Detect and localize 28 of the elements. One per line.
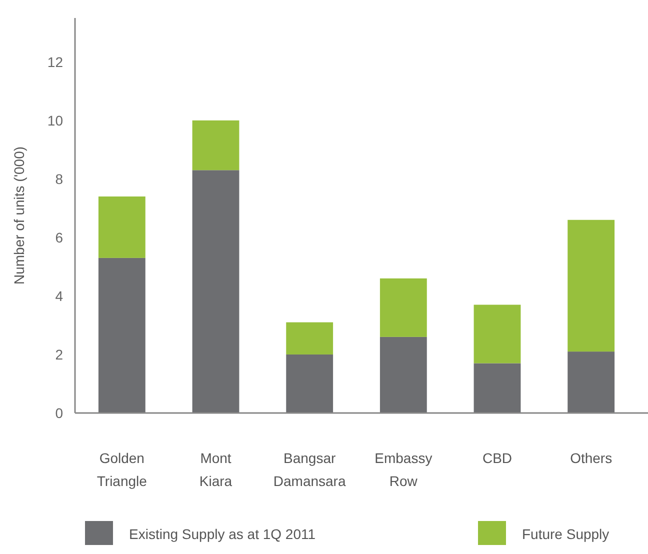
x-tick-label: Others <box>570 450 612 466</box>
x-tick-label: Bangsar Damansara <box>273 450 346 489</box>
y-tick-label: 8 <box>55 170 64 187</box>
bar <box>98 196 146 258</box>
bar <box>286 322 334 354</box>
bar <box>474 363 521 413</box>
x-tick-label: Mont Kiara <box>199 450 232 489</box>
y-tick-label: 0 <box>55 405 64 421</box>
x-tick-label: Golden Triangle <box>96 450 148 489</box>
y-tick-label: 6 <box>55 229 64 246</box>
y-axis-title: Number of units ('000) <box>11 146 27 285</box>
bar <box>192 170 240 413</box>
x-tick-label: CBD <box>482 450 512 466</box>
bar <box>474 304 521 364</box>
legend-label: Existing Supply as at 1Q 2011 <box>129 526 316 542</box>
x-tick-label: Embassy Row <box>374 450 432 489</box>
bar <box>380 336 427 413</box>
bar <box>286 354 334 413</box>
bar <box>568 220 615 352</box>
bar <box>568 352 615 413</box>
y-tick-label: 12 <box>47 54 64 70</box>
bar <box>98 258 146 413</box>
y-tick-label: 4 <box>55 288 64 304</box>
y-tick-label: 2 <box>55 346 64 362</box>
bar <box>192 120 240 170</box>
bar <box>380 278 427 337</box>
legend-label: Future Supply <box>522 526 610 542</box>
y-tick-label: 10 <box>47 112 64 128</box>
